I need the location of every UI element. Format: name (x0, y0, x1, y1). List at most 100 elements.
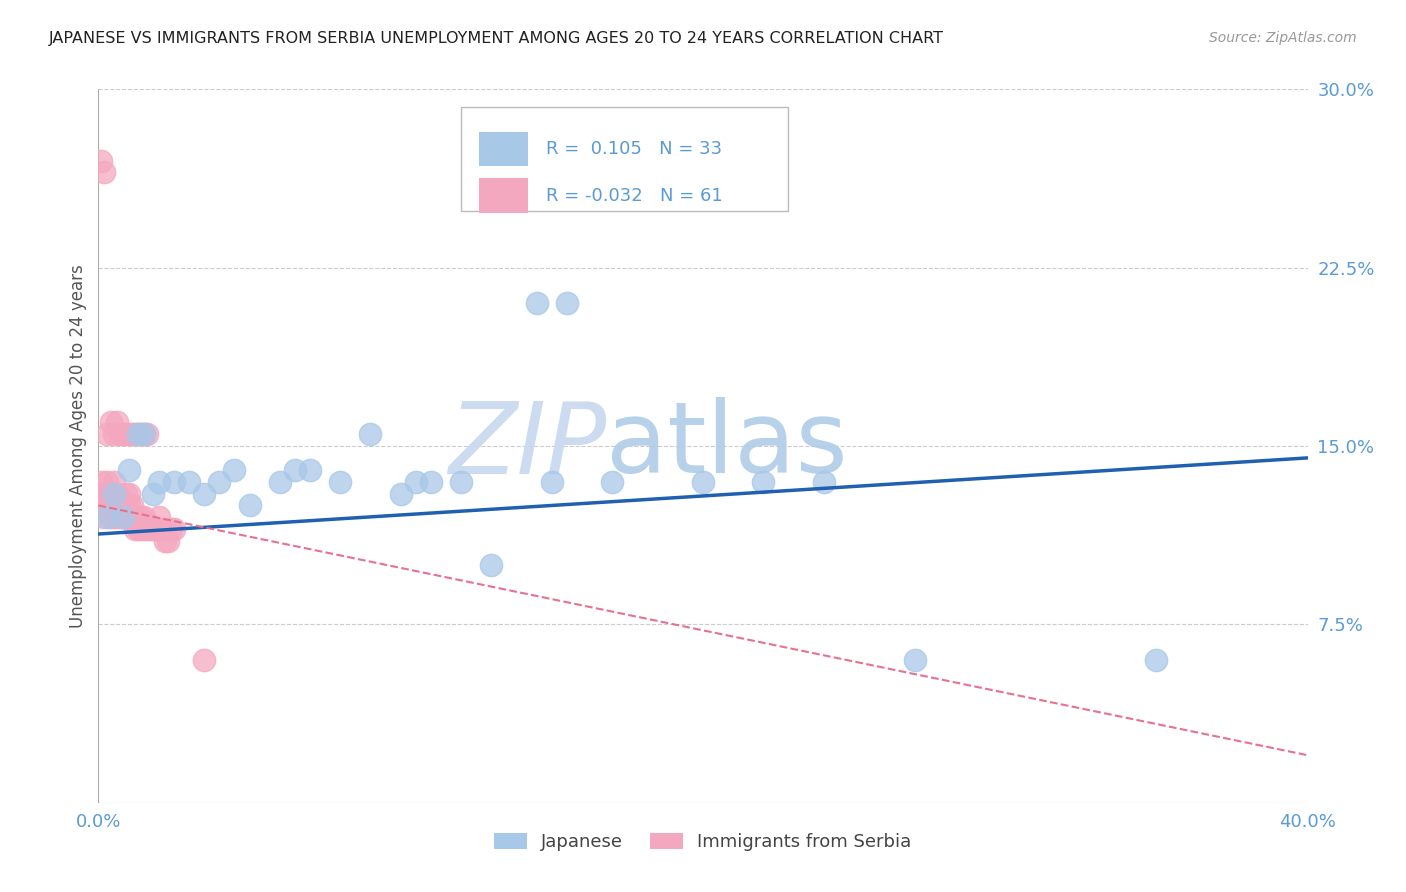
Point (105, 510, 128, 524)
Point (752, 475, 775, 489)
Point (269, 475, 291, 489)
Text: R = -0.032   N = 61: R = -0.032 N = 61 (546, 186, 723, 204)
Point (602, 475, 624, 489)
FancyBboxPatch shape (479, 132, 527, 166)
Point (150, 522, 173, 536)
Point (121, 427, 143, 442)
Point (90, 475, 112, 489)
Point (450, 475, 472, 489)
Point (142, 486, 165, 500)
Point (329, 475, 352, 489)
Point (114, 427, 136, 442)
Point (124, 427, 146, 442)
Point (142, 522, 165, 536)
Point (420, 475, 443, 489)
Point (96, 499, 118, 513)
Legend: Japanese, Immigrants from Serbia: Japanese, Immigrants from Serbia (486, 825, 920, 858)
Point (148, 510, 170, 524)
Point (93, 486, 115, 500)
Point (389, 486, 412, 500)
Point (108, 510, 131, 524)
Point (90, 153, 112, 168)
Point (153, 534, 176, 549)
Point (1144, 653, 1167, 667)
Point (132, 510, 155, 524)
Point (127, 427, 149, 442)
Point (299, 463, 322, 477)
Point (93, 165, 115, 179)
Point (105, 486, 128, 500)
Point (111, 499, 134, 513)
Point (100, 510, 122, 524)
Point (148, 522, 170, 536)
FancyBboxPatch shape (461, 107, 787, 211)
Point (111, 510, 134, 524)
Point (179, 475, 201, 489)
Point (813, 475, 835, 489)
Point (121, 499, 143, 513)
Point (481, 558, 503, 572)
Point (135, 427, 157, 442)
Point (103, 510, 125, 524)
Point (103, 499, 125, 513)
Point (108, 427, 131, 442)
Point (121, 510, 143, 524)
Point (132, 522, 155, 536)
Point (127, 427, 149, 442)
Point (103, 427, 125, 442)
Text: JAPANESE VS IMMIGRANTS FROM SERBIA UNEMPLOYMENT AMONG AGES 20 TO 24 YEARS CORREL: JAPANESE VS IMMIGRANTS FROM SERBIA UNEMP… (49, 31, 945, 46)
Point (540, 475, 562, 489)
Point (93, 510, 115, 524)
Text: Source: ZipAtlas.com: Source: ZipAtlas.com (1209, 31, 1357, 45)
Point (163, 522, 186, 536)
Point (224, 463, 246, 477)
Point (904, 653, 927, 667)
Point (118, 486, 141, 500)
Text: atlas: atlas (606, 398, 848, 494)
Point (193, 486, 215, 500)
Text: R =  0.105   N = 33: R = 0.105 N = 33 (546, 140, 721, 158)
FancyBboxPatch shape (479, 178, 527, 212)
Point (96, 427, 118, 442)
Point (108, 499, 131, 513)
Point (124, 510, 146, 524)
Point (526, 296, 548, 310)
Y-axis label: Unemployment Among Ages 20 to 24 years: Unemployment Among Ages 20 to 24 years (69, 264, 87, 628)
Point (96, 510, 118, 524)
Point (118, 463, 141, 477)
Point (405, 475, 427, 489)
Point (139, 522, 162, 536)
Point (160, 522, 183, 536)
Point (96, 486, 118, 500)
Point (129, 522, 152, 536)
Point (129, 427, 152, 442)
Point (124, 522, 146, 536)
Point (127, 510, 149, 524)
Point (100, 486, 122, 500)
Point (239, 499, 262, 513)
Point (163, 475, 186, 489)
Point (111, 510, 134, 524)
Point (103, 475, 125, 489)
Point (111, 427, 134, 442)
Point (360, 427, 382, 442)
Point (145, 522, 167, 536)
Point (555, 296, 578, 310)
Point (96, 475, 118, 489)
Point (135, 522, 157, 536)
Point (118, 499, 141, 513)
Point (118, 427, 141, 442)
Point (103, 486, 125, 500)
Point (156, 534, 179, 549)
Point (193, 653, 215, 667)
Point (114, 486, 136, 500)
Point (90, 486, 112, 500)
Point (132, 427, 155, 442)
Point (127, 522, 149, 536)
Point (692, 475, 714, 489)
Point (100, 415, 122, 429)
Point (114, 510, 136, 524)
Point (118, 510, 141, 524)
Point (284, 463, 307, 477)
Point (132, 427, 155, 442)
